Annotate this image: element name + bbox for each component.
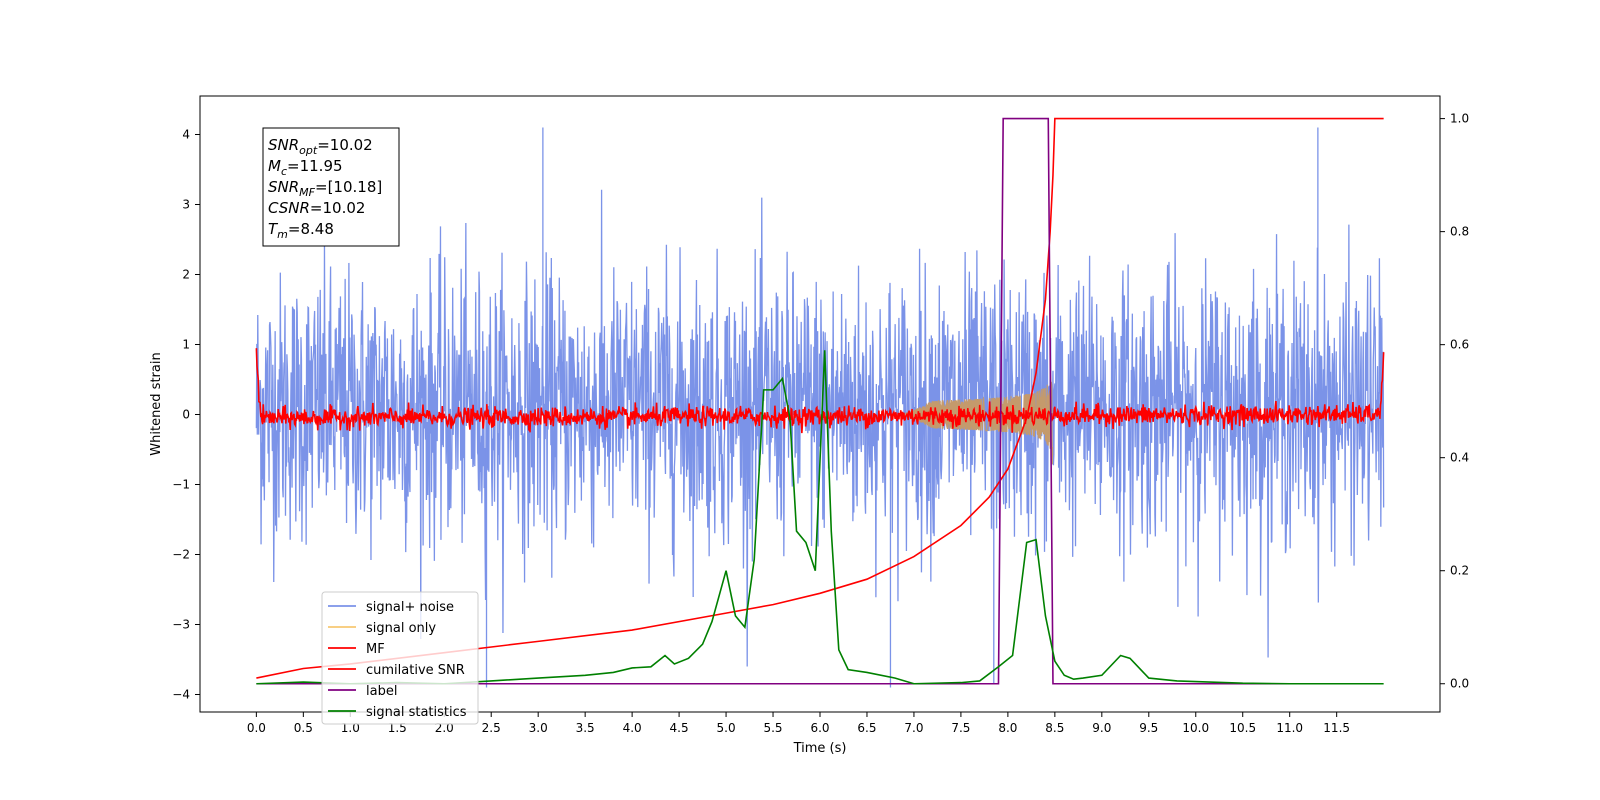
annotation-value: =10.02 bbox=[317, 136, 373, 154]
series-label bbox=[256, 117, 1379, 685]
y-tick-label-left: −1 bbox=[172, 478, 190, 492]
annotation-symbol: SNR bbox=[268, 178, 299, 196]
y-tick-label-left: −3 bbox=[172, 618, 190, 632]
y-tick-label-right: 0.2 bbox=[1450, 564, 1469, 578]
y-tick-label-right: 1.0 bbox=[1450, 112, 1469, 126]
annotation-line: Mc=11.95 bbox=[268, 157, 343, 178]
x-tick-label: 9.0 bbox=[1092, 721, 1111, 735]
annotation-line: CSNR=10.02 bbox=[268, 199, 365, 217]
annotation-value: =[10.18] bbox=[315, 178, 382, 196]
x-tick-label: 8.5 bbox=[1045, 721, 1064, 735]
x-tick-label: 9.5 bbox=[1139, 721, 1158, 735]
annotation-subscript: MF bbox=[299, 186, 315, 199]
x-tick-label: 10.0 bbox=[1182, 721, 1209, 735]
y-tick-label-right: 0.8 bbox=[1450, 225, 1469, 239]
annotation-subscript: m bbox=[277, 228, 288, 241]
annotation-line: SNRMF=[10.18] bbox=[268, 178, 382, 199]
y-tick-label-left: 1 bbox=[182, 338, 190, 352]
legend-label: MF bbox=[366, 642, 385, 657]
legend-frame bbox=[321, 591, 479, 725]
legend-label: label bbox=[366, 684, 397, 699]
y-tick-label-left: 0 bbox=[182, 408, 190, 422]
annotation-symbol: CSNR bbox=[268, 199, 310, 217]
y-tick-label-right: 0.4 bbox=[1450, 451, 1469, 465]
annotation-line: SNRopt=10.02 bbox=[268, 136, 373, 157]
x-tick-label: 7.0 bbox=[904, 721, 923, 735]
x-tick-label: 0.0 bbox=[247, 721, 266, 735]
x-tick-label: 5.0 bbox=[717, 721, 736, 735]
annotation-value: =11.95 bbox=[287, 157, 343, 175]
x-axis-label: Time (s) bbox=[793, 741, 847, 756]
x-tick-label: 5.5 bbox=[763, 721, 782, 735]
annotation-subscript: opt bbox=[299, 144, 318, 157]
annotation-symbol: M bbox=[268, 157, 281, 175]
x-tick-label: 3.0 bbox=[529, 721, 548, 735]
y-tick-label-right: 0.6 bbox=[1450, 338, 1469, 352]
annotation-line: Tm=8.48 bbox=[268, 220, 334, 241]
legend-label: cumilative SNR bbox=[366, 663, 465, 678]
x-tick-label: 11.5 bbox=[1323, 721, 1350, 735]
x-tick-label: 10.5 bbox=[1229, 721, 1256, 735]
stats-annotation-box: SNRopt=10.02Mc=11.95SNRMF=[10.18]CSNR=10… bbox=[262, 127, 400, 247]
x-tick-label: 6.5 bbox=[857, 721, 876, 735]
series-signal-statistics bbox=[256, 350, 1384, 685]
x-tick-label: 11.0 bbox=[1276, 721, 1303, 735]
x-tick-label: 7.5 bbox=[951, 721, 970, 735]
x-tick-label: 4.5 bbox=[670, 721, 689, 735]
x-tick-label: 0.5 bbox=[294, 721, 313, 735]
x-tick-label: 3.5 bbox=[576, 721, 595, 735]
annotation-symbol: T bbox=[268, 220, 279, 238]
x-tick-label: 6.0 bbox=[810, 721, 829, 735]
x-tick-label: 2.5 bbox=[482, 721, 501, 735]
x-tick-label: 8.0 bbox=[998, 721, 1017, 735]
y-axis-label-left: Whitened strain bbox=[149, 352, 164, 455]
annotation-frame bbox=[262, 127, 400, 247]
y-tick-label-left: 3 bbox=[182, 198, 190, 212]
series-signal-only bbox=[904, 376, 1054, 465]
y-tick-label-right: 0.0 bbox=[1450, 677, 1469, 691]
y-tick-label-left: 2 bbox=[182, 268, 190, 282]
x-tick-label: 4.0 bbox=[623, 721, 642, 735]
annotation-value: =10.02 bbox=[310, 199, 366, 217]
legend-label: signal only bbox=[366, 621, 436, 636]
legend-label: signal+ noise bbox=[366, 600, 454, 615]
annotation-value: =8.48 bbox=[288, 220, 334, 238]
legend: signal+ noise signal only MF cumilative SNR… bbox=[321, 591, 479, 725]
y-tick-label-left: 4 bbox=[182, 128, 190, 142]
legend-label: signal statistics bbox=[366, 705, 467, 720]
series-mf bbox=[255, 348, 1385, 434]
annotation-subscript: c bbox=[281, 165, 287, 178]
y-tick-label-left: −4 bbox=[172, 688, 190, 702]
axis-ticks: 0.0 0.5 1.0 1.5 2.0 2.5 3.0 3.5 4.0 4.5 5.0 5.5 6.0 6… bbox=[172, 112, 1469, 735]
y-tick-label-left: −2 bbox=[172, 548, 190, 562]
annotation-symbol: SNR bbox=[268, 136, 299, 154]
